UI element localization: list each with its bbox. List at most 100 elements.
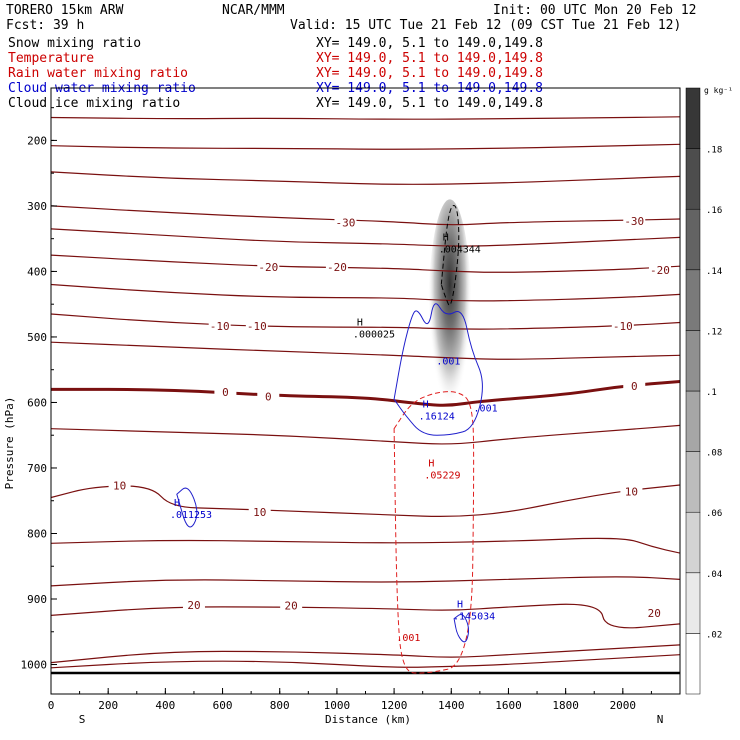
maximum-letter: H: [428, 459, 434, 470]
maximum-value: .011253: [170, 510, 212, 521]
temperature-label: 0: [265, 391, 272, 404]
temperature-label: -10: [210, 320, 230, 333]
temperature-label-bg: [334, 216, 357, 229]
temperature-label-bg: [280, 599, 303, 612]
colorbar-tick-label: .04: [706, 570, 722, 580]
temperature-label-bg: [623, 214, 646, 227]
x-tick-label: 800: [270, 699, 290, 712]
colorbar-tick-label: .18: [706, 146, 722, 156]
x-tick-label: 1000: [324, 699, 351, 712]
temperature-label: 20: [648, 607, 661, 620]
x-tick-label: 200: [98, 699, 118, 712]
y-tick-label: 700: [27, 462, 47, 475]
field-name-rain: Rain water mixing ratio: [8, 66, 188, 81]
temperature-contour: [51, 424, 680, 445]
temperature-label: 20: [285, 600, 298, 613]
x-tick-label: 600: [213, 699, 233, 712]
temperature-label: -30: [624, 215, 644, 228]
temperature-label: 0: [222, 386, 229, 399]
temperature-contour: [51, 205, 680, 226]
temperature-label-bg: [257, 390, 280, 403]
temperature-label: -10: [613, 320, 633, 333]
temperature-label: -20: [327, 261, 347, 274]
temperature-label-bg: [611, 319, 634, 332]
maximum-value: .05229: [424, 471, 460, 482]
maximum-letter: H: [457, 599, 463, 610]
model-title: TORERO 15km ARW: [6, 3, 124, 18]
field-xy-snow: XY= 149.0, 5.1 to 149.0,149.8: [316, 36, 543, 51]
temperature-contour: [51, 341, 680, 360]
colorbar-tick-label: .14: [706, 267, 722, 277]
temperature-label-bg: [214, 385, 237, 398]
colorbar-cell: [685, 269, 701, 331]
maximum-letter: H: [423, 400, 429, 411]
temperature-label: 10: [625, 486, 638, 499]
temperature-label: -10: [247, 320, 267, 333]
contour-value-label: .001: [436, 357, 460, 368]
x-tick-label: 1200: [381, 699, 408, 712]
snow-contour: [440, 204, 460, 306]
temperature-label-bg: [643, 606, 666, 619]
x-tick-label: 0: [48, 699, 55, 712]
maximum-letter: H: [174, 498, 180, 509]
init-time: Init: 00 UTC Mon 20 Feb 12: [493, 3, 697, 18]
colorbar-tick-label: .16: [706, 206, 722, 216]
x-tick-label: 1800: [552, 699, 579, 712]
colorbar: g kg⁻¹ .02 .04 .06 .08 .1 .12 .14 .16 .18: [685, 86, 733, 695]
y-axis-label: Pressure (hPa): [3, 397, 16, 490]
maximum-value: .16124: [419, 412, 455, 423]
field-name-temperature: Temperature: [8, 51, 94, 66]
cloud-water-contour: [453, 613, 470, 643]
axes: Pressure (hPa) Distance (km) S N 0 200 400…: [3, 107, 681, 726]
colorbar-tick-label: .02: [706, 630, 722, 640]
maximum-letter: H: [443, 233, 449, 244]
y-tick-label: 400: [27, 265, 47, 278]
temperature-label: 10: [253, 506, 266, 519]
y-tick-label: 600: [27, 396, 47, 409]
temperature-contour: [51, 313, 680, 330]
colorbar-tick-label: .08: [706, 449, 722, 459]
colorbar-cell: [685, 633, 701, 695]
temperature-contour: [51, 484, 680, 517]
temperature-contour: [51, 644, 680, 664]
temperature-contour: [51, 228, 680, 247]
temperature-contour: [51, 171, 680, 185]
y-tick-label: 800: [27, 527, 47, 540]
x-tick-label: 1400: [438, 699, 465, 712]
field-name-snow: Snow mixing ratio: [8, 36, 141, 51]
maximum-value: .000025: [353, 330, 395, 341]
maximum-value: .145034: [453, 611, 495, 622]
cloud-water-contour: [176, 487, 198, 528]
colorbar-cell: [685, 148, 701, 210]
temperature-label: -20: [258, 261, 278, 274]
temperature-label-bg: [325, 260, 348, 273]
temperature-contour: [51, 283, 680, 302]
temperature-label-bg: [245, 319, 268, 332]
temperature-contour: [51, 116, 680, 120]
x-axis-label: Distance (km): [325, 713, 411, 726]
colorbar-tick-label: .1: [706, 388, 717, 398]
rain-contour: [393, 391, 475, 674]
colorbar-cell: [685, 208, 701, 271]
temperature-label-bg: [257, 260, 280, 273]
y-tick-label: 200: [27, 134, 47, 147]
contour-value-label: .001: [474, 404, 498, 415]
temperature-label-bg: [182, 598, 205, 611]
temperature-contour: [51, 143, 680, 150]
temperature-label: 10: [113, 480, 126, 493]
x-tick-label: 2000: [610, 699, 637, 712]
colorbar-tick-label: .06: [706, 509, 722, 519]
colorbar-tick-label: .12: [706, 327, 722, 337]
temperature-contour: [51, 576, 680, 587]
cloud-water-contour: [393, 303, 483, 436]
temperature-contour: [51, 380, 680, 407]
temperature-label-bg: [620, 485, 643, 498]
temperature-label-bg: [108, 479, 131, 492]
temperature-label-bg: [248, 505, 271, 518]
center-title: NCAR/MMM: [222, 3, 285, 18]
colorbar-unit: g kg⁻¹: [704, 86, 733, 95]
temperature-label-bg: [623, 380, 646, 393]
temperature-label-bg: [648, 264, 671, 277]
field-name-cloud-ice: Cloud ice mixing ratio: [8, 96, 180, 111]
field-xy-rain: XY= 149.0, 5.1 to 149.0,149.8: [316, 66, 543, 81]
